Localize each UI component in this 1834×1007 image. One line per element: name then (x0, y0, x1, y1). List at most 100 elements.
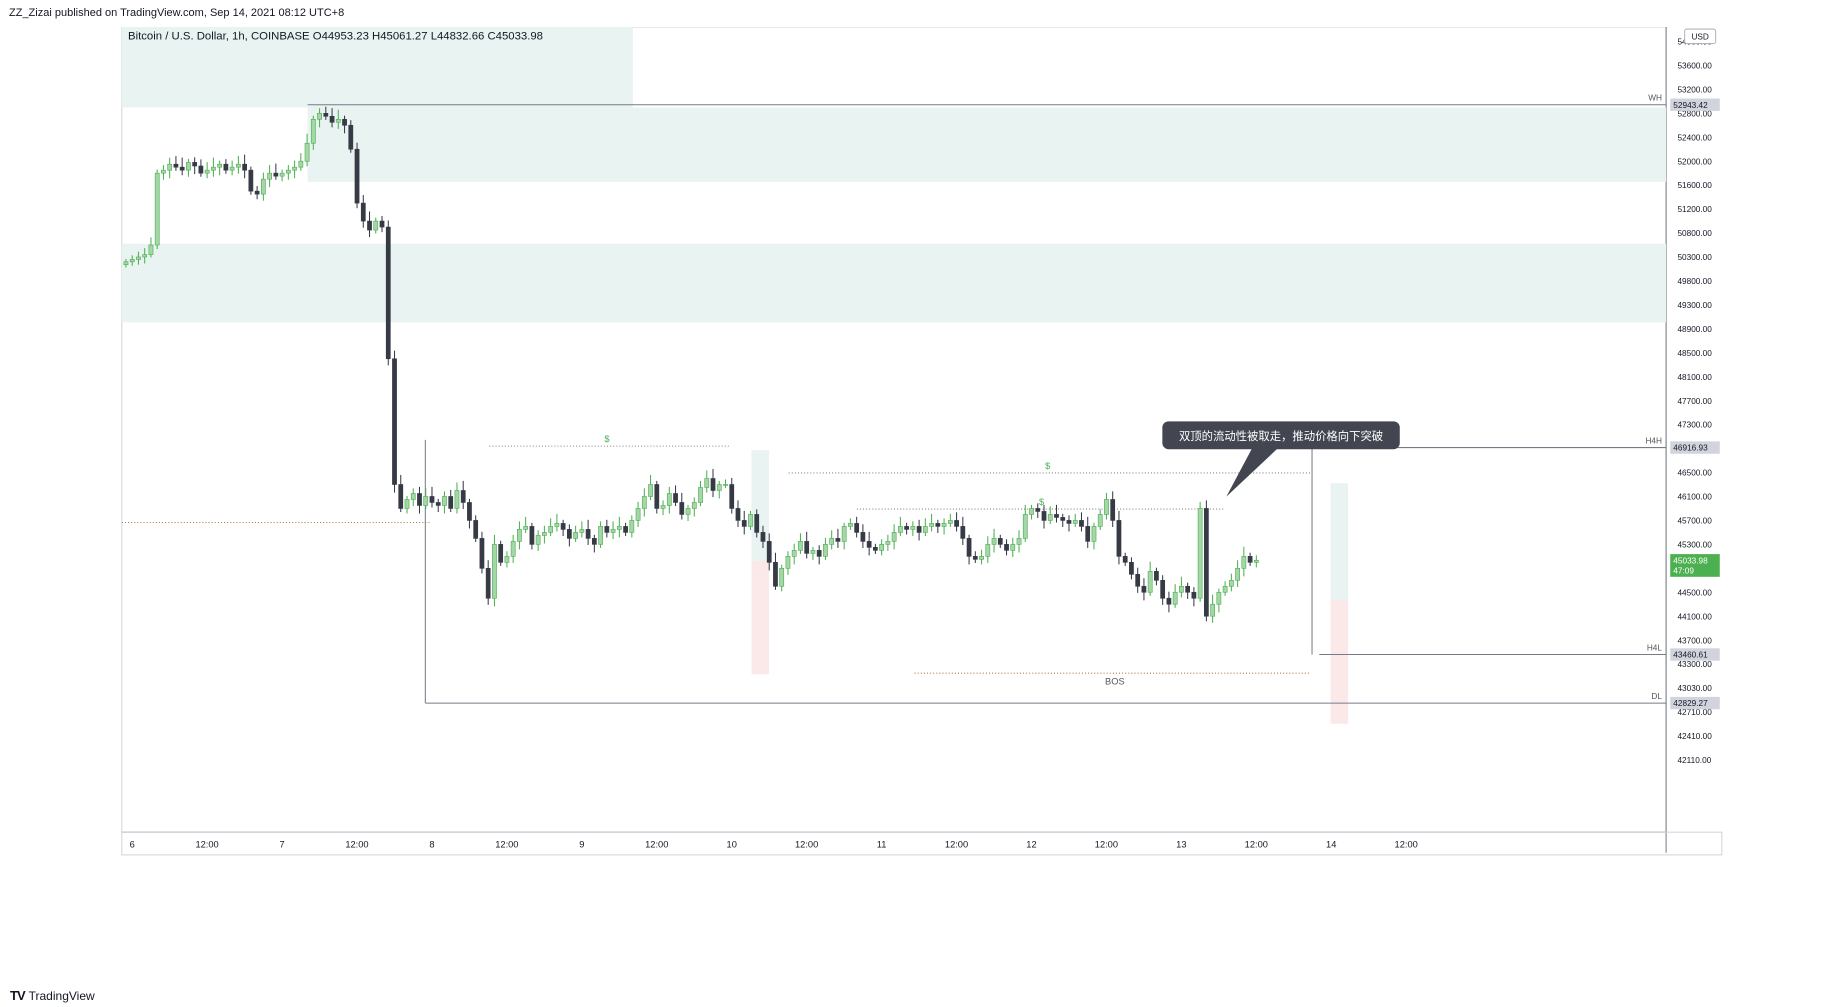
price-tag-bg (1670, 98, 1720, 111)
candle (879, 539, 885, 556)
candle (1079, 512, 1084, 532)
price-tick-label: 48900.00 (1677, 325, 1712, 334)
candle-body (966, 538, 972, 557)
candle-body (623, 526, 628, 533)
candle-body (485, 568, 491, 599)
time-tick-label: 12:00 (795, 840, 818, 850)
candle (666, 486, 672, 514)
candle (1253, 555, 1259, 568)
candle-body (960, 526, 966, 539)
zone-right-pink (1330, 599, 1349, 724)
candle-body (860, 532, 866, 542)
price-tag-bg (1670, 648, 1720, 661)
candle (1191, 587, 1197, 607)
candle-body (335, 118, 341, 123)
price-tick-label: 47700.00 (1677, 397, 1712, 406)
zone-weekly-high (307, 107, 1667, 182)
candle (866, 531, 872, 556)
candle-body (1029, 508, 1034, 515)
price-tag[interactable]: 45033.98 47:09 (1670, 554, 1720, 577)
candle (760, 525, 766, 548)
candle (223, 159, 229, 174)
candle (1054, 504, 1059, 523)
candle-body (1222, 585, 1228, 593)
candle-body (985, 544, 991, 557)
candle (691, 497, 697, 517)
candle-body (1054, 514, 1059, 518)
price-axis[interactable]: 54000.0053600.0053200.0052800.0052400.00… (1645, 38, 1720, 765)
candle (523, 516, 529, 533)
candle (841, 522, 847, 550)
tradingview-logo[interactable]: TV TradingView (10, 988, 95, 1003)
candle-body (566, 529, 572, 539)
candle (598, 521, 603, 548)
candle (298, 153, 304, 171)
price-tag[interactable]: 43460.61 (1670, 648, 1720, 661)
candle (1047, 506, 1053, 525)
price-tick-label: 43700.00 (1677, 636, 1712, 645)
price-tick-label: 52000.00 (1677, 157, 1712, 166)
price-tag[interactable]: 46916.93 (1670, 441, 1720, 454)
candle-body (1141, 585, 1147, 593)
candle (1197, 501, 1203, 602)
price-tag-label: 46916.93 (1673, 444, 1708, 453)
candle-body (610, 529, 616, 533)
time-tick-label: 12:00 (1245, 840, 1268, 850)
level-side-label: WH (1648, 94, 1662, 103)
candle-body (604, 526, 610, 533)
candle-body (741, 520, 747, 527)
currency-label: USD (1691, 32, 1708, 41)
currency-badge[interactable]: USD (1684, 28, 1717, 45)
candle-body (1091, 526, 1097, 542)
time-tick-label: 6 (130, 840, 135, 850)
candle (835, 528, 841, 548)
candle-body (791, 550, 797, 557)
price-tag[interactable]: 52943.42 (1670, 98, 1720, 111)
candle-body (211, 166, 216, 171)
candle (267, 165, 272, 188)
price-tick-label: 51600.00 (1677, 181, 1712, 190)
candle (229, 160, 235, 176)
candle (641, 488, 647, 517)
candle (360, 195, 366, 228)
candle (1179, 576, 1184, 598)
candle (1091, 522, 1097, 550)
candle-body (1235, 568, 1240, 581)
price-tag[interactable]: 42829.27 (1670, 696, 1720, 710)
candle (716, 480, 722, 499)
candle (1154, 567, 1159, 586)
candle-body (242, 163, 247, 171)
supply-demand-zones (121, 27, 1667, 724)
time-tick-label: 13 (1176, 840, 1186, 850)
candle-body (654, 484, 660, 509)
candle (179, 157, 185, 176)
candle-body (748, 514, 753, 527)
candle (1135, 567, 1141, 593)
candle (211, 157, 216, 177)
candle (467, 498, 472, 529)
price-tick-label: 43300.00 (1677, 660, 1712, 669)
candle (1185, 582, 1191, 599)
time-tick-label: 12 (1026, 840, 1036, 850)
candle-body (292, 166, 297, 171)
time-axis[interactable]: 6 12:00 7 12:00 8 12:00 9 12:00 10 12:00 11 12:00 12… (130, 840, 1418, 850)
candle-body (148, 244, 154, 255)
candle-body (1066, 520, 1072, 524)
candle (1010, 537, 1016, 557)
candle (573, 525, 578, 542)
candle (367, 211, 372, 238)
candle (454, 482, 460, 514)
candle (610, 521, 616, 539)
price-tick-label: 45300.00 (1677, 540, 1712, 549)
liquidity-mark: $ (1045, 461, 1051, 471)
time-tick-label: 9 (579, 840, 584, 850)
candle-body (142, 254, 148, 258)
candle (673, 485, 678, 507)
candle (1247, 552, 1253, 566)
candle-body (616, 526, 622, 530)
candle (910, 521, 916, 536)
candle (1216, 588, 1222, 613)
candle-body (260, 178, 266, 195)
candle (623, 522, 628, 536)
